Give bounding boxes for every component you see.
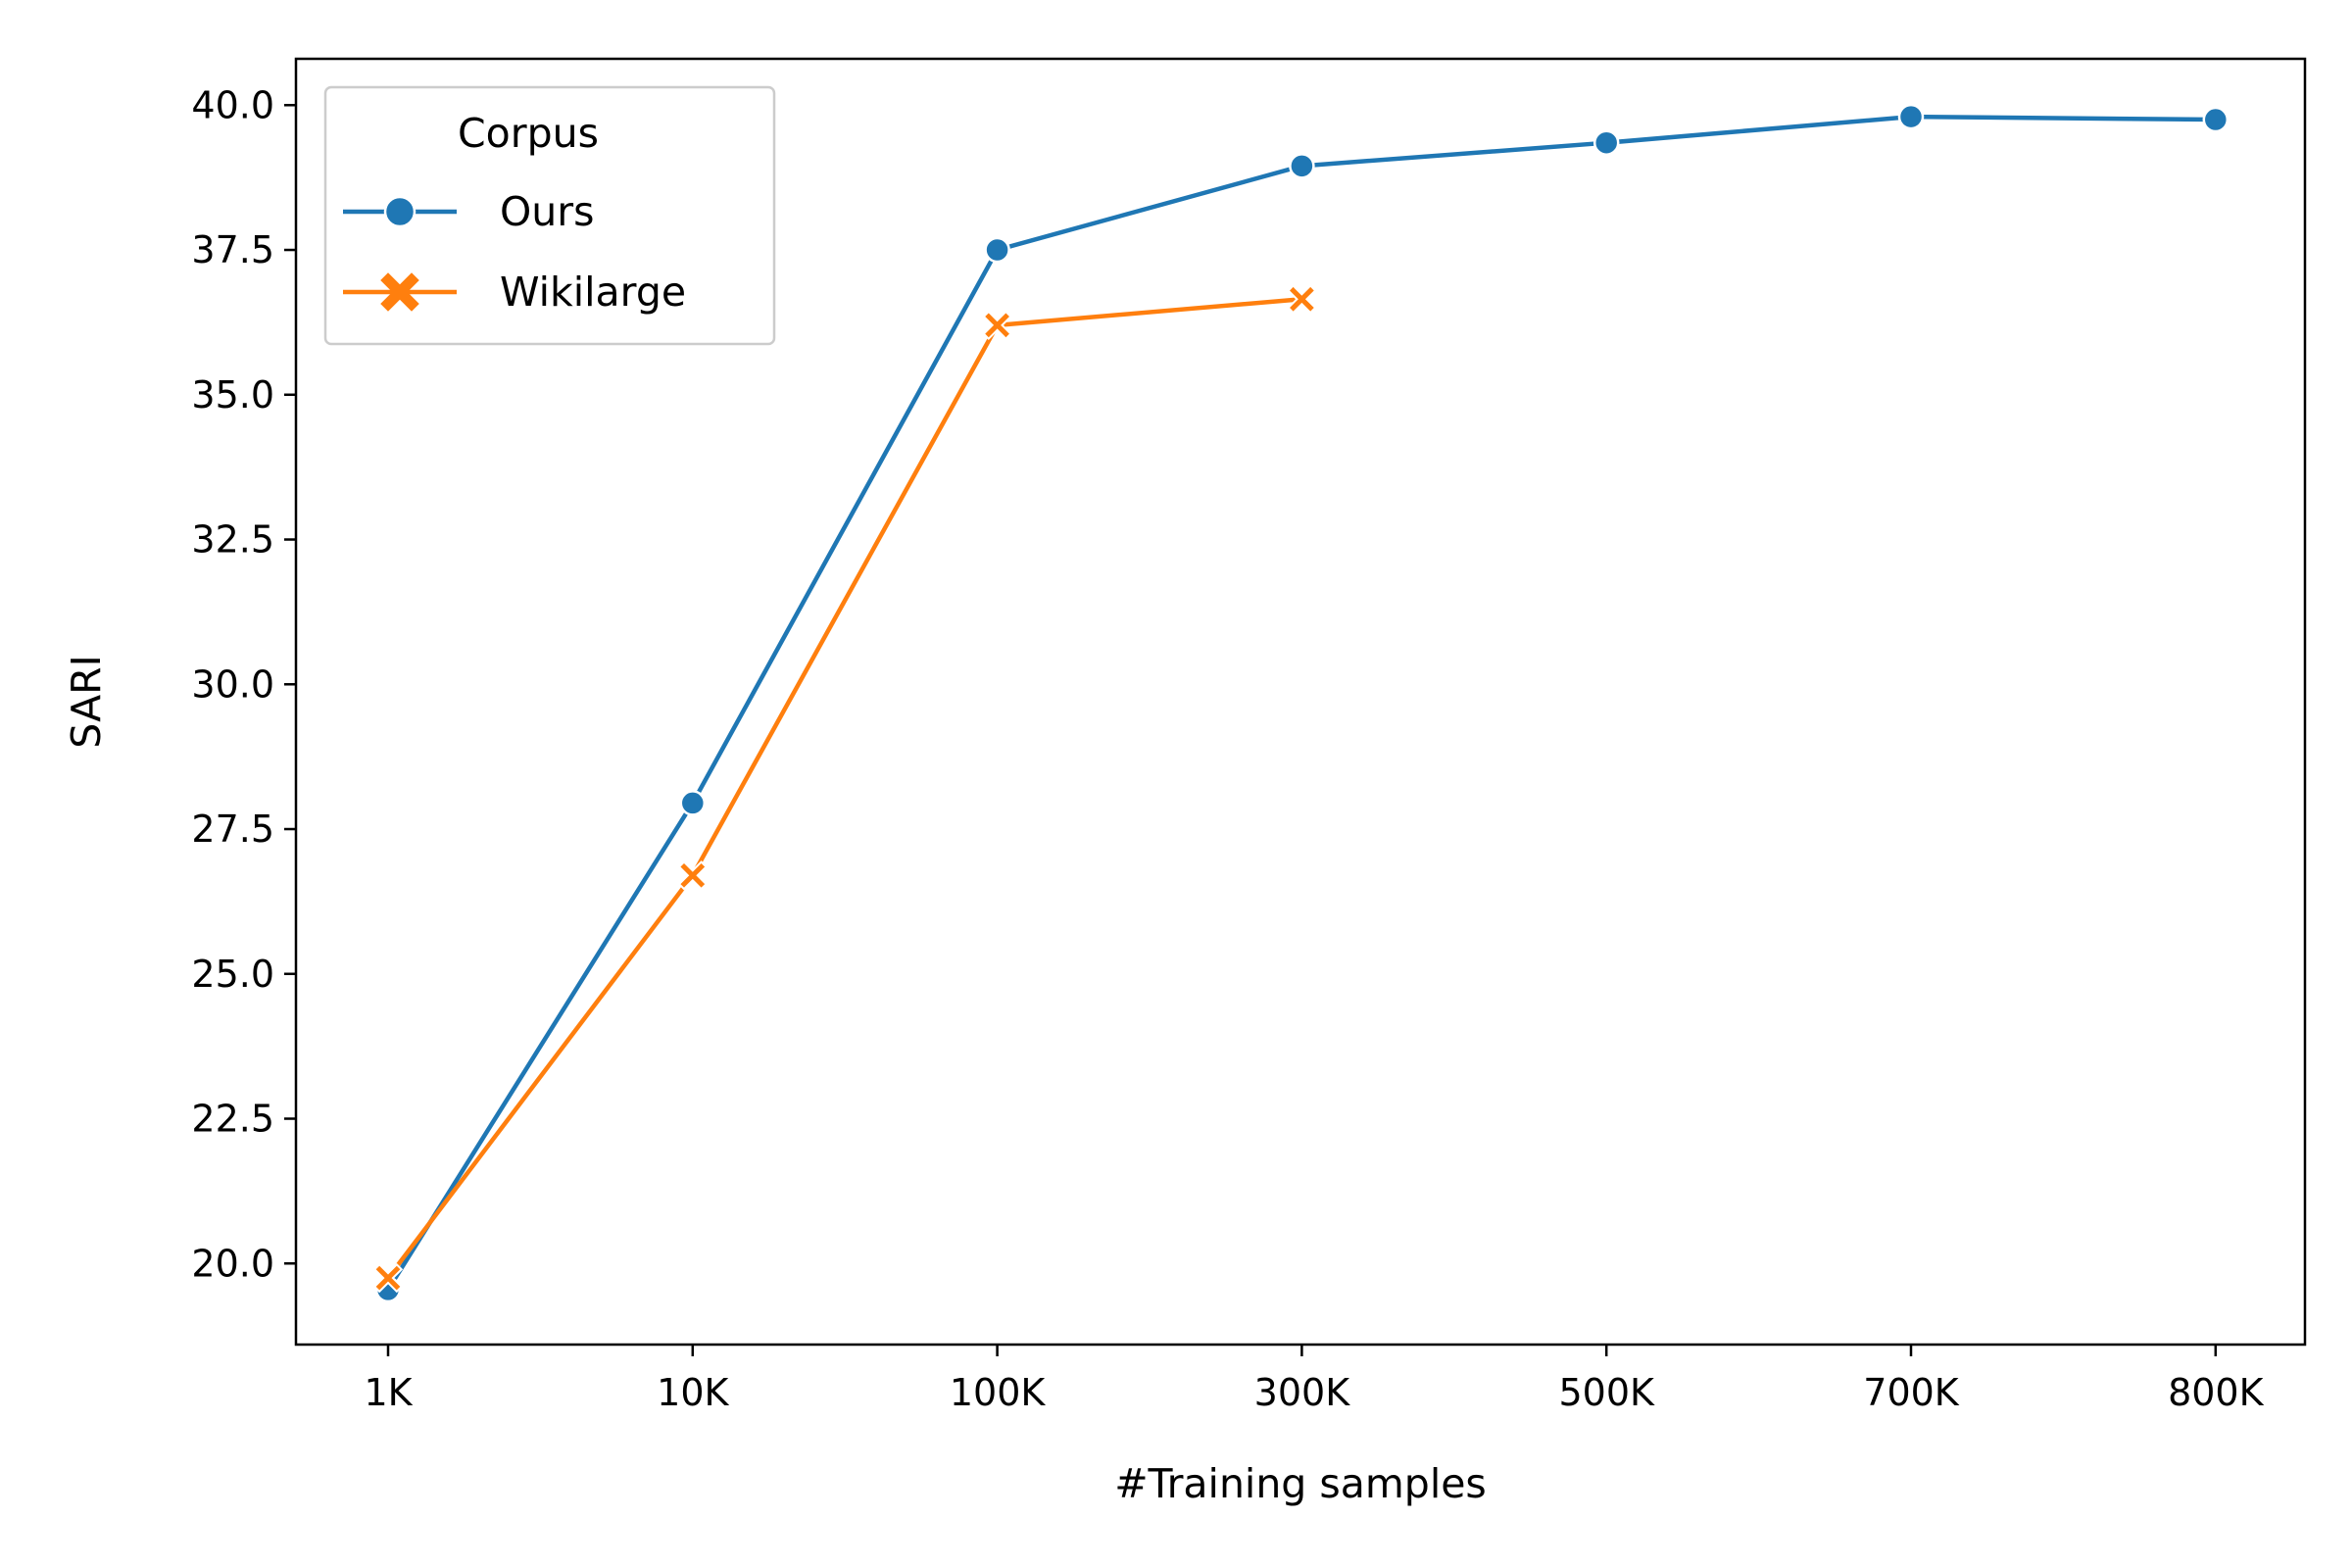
legend-box — [323, 85, 776, 346]
y-tick-label: 30.0 — [191, 662, 274, 706]
data-point-wikilarge — [1287, 284, 1317, 315]
data-point-ours — [1289, 153, 1315, 179]
data-point-wikilarge-stroke — [375, 1265, 401, 1291]
y-tick-label: 20.0 — [191, 1242, 274, 1285]
y-tick-label: 40.0 — [191, 83, 274, 126]
data-point-ours — [984, 236, 1010, 264]
legend-entries: Ours Wikilarge — [343, 188, 686, 316]
x-axis-label: #Training samples — [1114, 1460, 1487, 1507]
x-tick-label: 500K — [1558, 1371, 1655, 1414]
y-tick-label: 35.0 — [191, 373, 274, 416]
legend-marker-wikilarge — [380, 272, 419, 312]
legend-label-ours: Ours — [500, 188, 594, 235]
x-tick-label: 300K — [1254, 1371, 1351, 1414]
x-tick-label: 800K — [2168, 1371, 2265, 1414]
data-point-wikilarge-stroke — [1290, 286, 1314, 312]
x-tick-label: 700K — [1863, 1371, 1960, 1414]
data-point-wikilarge — [982, 310, 1012, 341]
data-point-wikilarge — [677, 860, 708, 891]
y-axis: 20.0 22.5 25.0 27.5 30.0 32.5 35.0 37.5 40.0 — [191, 83, 296, 1285]
legend-label-wikilarge: Wikilarge — [500, 269, 686, 316]
plot-frame — [294, 57, 2307, 1347]
series-line-wikilarge — [385, 297, 1304, 1281]
y-tick-label: 22.5 — [191, 1098, 274, 1141]
data-point-wikilarge-stroke — [985, 313, 1009, 338]
y-tick-label: 27.5 — [191, 808, 274, 851]
x-axis: 1K 10K 100K 300K 500K 700K 800K — [364, 1345, 2265, 1414]
x-tick-label: 10K — [657, 1371, 729, 1414]
data-point-ours — [1897, 103, 1925, 130]
y-tick-label: 32.5 — [191, 518, 274, 562]
data-point-ours — [2202, 106, 2230, 133]
x-tick-label: 100K — [950, 1371, 1047, 1414]
data-point-ours — [679, 790, 707, 816]
legend: Corpus Ours Wikilarge — [323, 85, 776, 346]
y-axis-label: SARI — [63, 655, 110, 748]
data-layer — [372, 103, 2230, 1303]
x-tick-label: 1K — [364, 1371, 413, 1414]
legend-marker-ours — [383, 195, 416, 228]
legend-title: Corpus — [458, 110, 599, 157]
y-tick-label: 37.5 — [191, 228, 274, 271]
data-point-wikilarge-stroke — [680, 862, 706, 888]
data-point-wikilarge — [372, 1262, 404, 1294]
y-tick-label: 25.0 — [191, 953, 274, 996]
data-point-ours — [1592, 129, 1620, 156]
